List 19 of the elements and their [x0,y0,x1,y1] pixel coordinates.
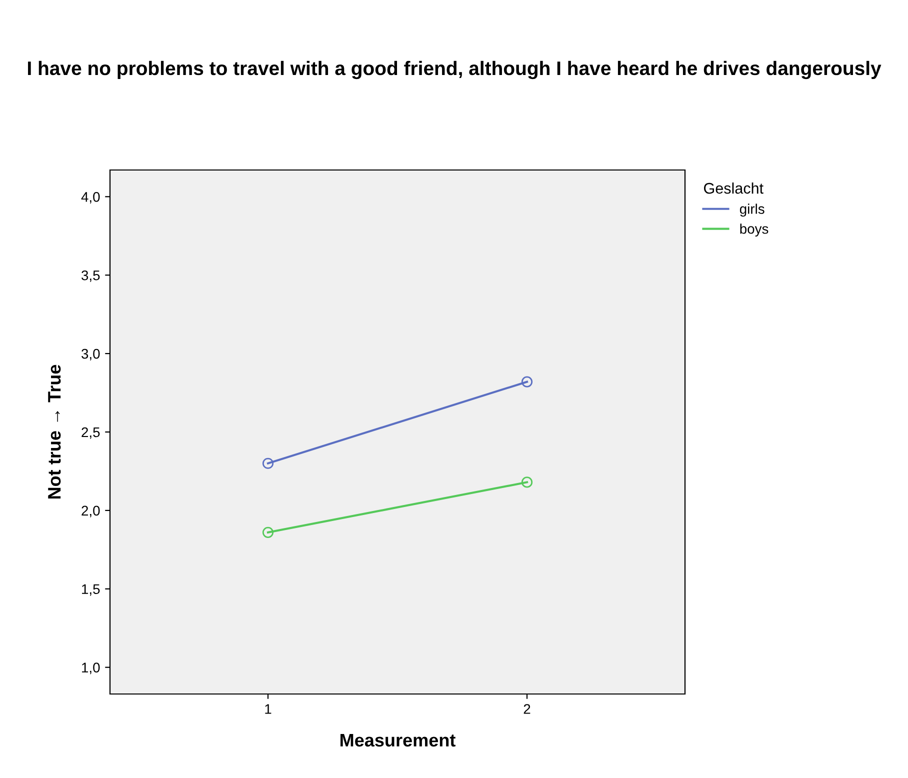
y-tick-label: 3,5 [82,270,100,282]
point [521,376,533,388]
y-tick-label: 2,0 [82,506,100,518]
point [262,458,274,469]
y-tick-label: 1,0 [82,662,100,674]
y-tick-label: 3,0 [82,348,100,360]
point [521,476,533,488]
x-tick-label: 2 [524,704,530,714]
point [262,526,274,538]
y-axis-title: Not true → True [48,364,61,499]
legend-label: girls [740,204,764,217]
y-tick-label: 4,0 [81,192,100,204]
x-tick-label: 1 [265,704,272,714]
chart-title: I have no problems to travel with a good friend, although I have heard he drives dangerously [28,60,882,80]
x-axis-title: Measurement [340,734,456,747]
y-tick-label: 2,5 [82,427,100,439]
y-tick-label: 1,5 [82,584,100,596]
legend-label: boys [740,224,768,237]
legend-title: Geslacht [704,182,764,194]
